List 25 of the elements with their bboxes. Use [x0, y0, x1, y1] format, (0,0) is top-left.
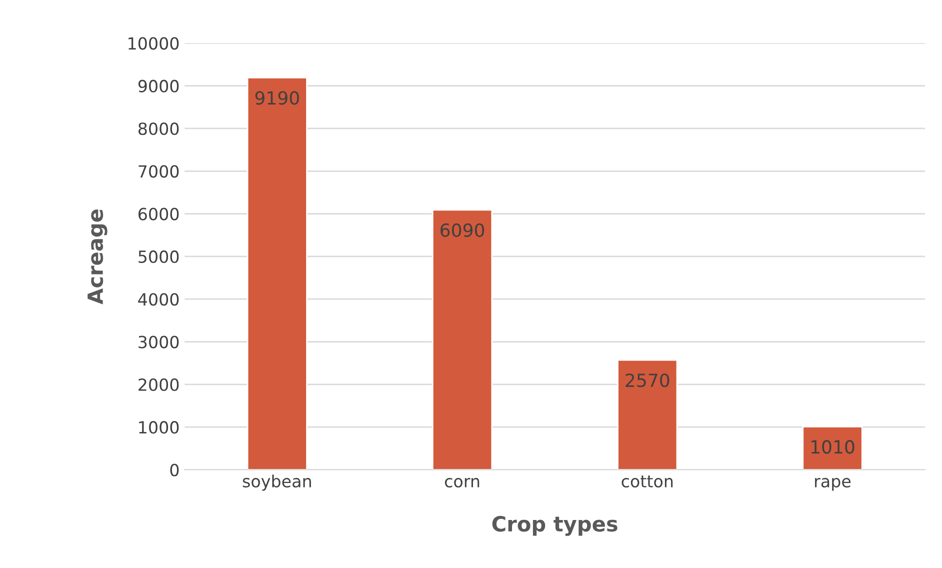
data-label: 2570 — [626, 374, 670, 388]
y-tick-label: 5000 — [138, 250, 179, 264]
y-tick-label: 8000 — [138, 122, 179, 136]
y-axis-title: Acreage — [88, 209, 108, 304]
y-tick-label: 4000 — [138, 293, 179, 306]
bar — [617, 359, 678, 470]
y-tick-label: 10000 — [128, 37, 179, 50]
bar — [246, 77, 308, 470]
data-label: 1010 — [812, 440, 854, 454]
y-tick-label: 9000 — [138, 80, 179, 92]
x-tick-label: rape — [815, 478, 851, 491]
x-tick-label: cotton — [622, 476, 673, 488]
x-tick-label: corn — [444, 478, 480, 488]
y-tick-label: 2000 — [138, 378, 179, 391]
data-label: 6090 — [440, 223, 484, 238]
x-tick-label: soybean — [242, 474, 311, 491]
x-axis-title: Crop types — [492, 516, 618, 536]
bar — [432, 209, 493, 470]
y-tick-label: 1000 — [139, 421, 179, 434]
y-tick-label: 7000 — [138, 165, 179, 178]
y-tick-label: 0 — [170, 464, 179, 476]
y-tick-label: 6000 — [138, 208, 179, 220]
data-label: 9190 — [255, 91, 299, 105]
y-tick-label: 3000 — [138, 336, 179, 348]
bar — [802, 426, 863, 470]
